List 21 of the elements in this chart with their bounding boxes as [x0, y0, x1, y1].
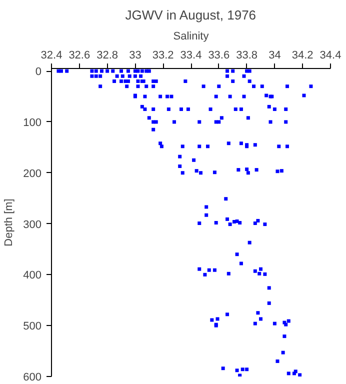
- y-tick-label: 500: [23, 320, 42, 333]
- x-tick-label: 32.4: [40, 50, 62, 62]
- y-tick-label: 100: [23, 116, 42, 129]
- x-tick-label: 34: [268, 50, 281, 62]
- x-tick-label: 32.6: [68, 50, 90, 62]
- x-axis-title: Salinity: [173, 30, 210, 42]
- x-tick-label: 34.2: [292, 50, 314, 62]
- x-tick-label: 33.8: [236, 50, 258, 62]
- y-tick-label: 0: [35, 66, 42, 78]
- y-axis-title: Depth [m]: [3, 198, 16, 246]
- y-tick-label: 200: [23, 168, 42, 180]
- y-tick-label: 400: [23, 270, 42, 282]
- x-tick-label: 33.2: [152, 50, 174, 62]
- x-tick-label: 33: [129, 50, 142, 62]
- x-tick-label: 34.4: [320, 50, 342, 62]
- x-tick-label: 32.8: [96, 50, 118, 62]
- chart-title: JGWV in August, 1976: [125, 8, 256, 22]
- y-tick-label: 300: [23, 218, 42, 231]
- x-tick-label: 33.6: [208, 50, 230, 62]
- x-tick-label: 33.4: [180, 50, 202, 62]
- y-tick-label: 600: [23, 372, 42, 384]
